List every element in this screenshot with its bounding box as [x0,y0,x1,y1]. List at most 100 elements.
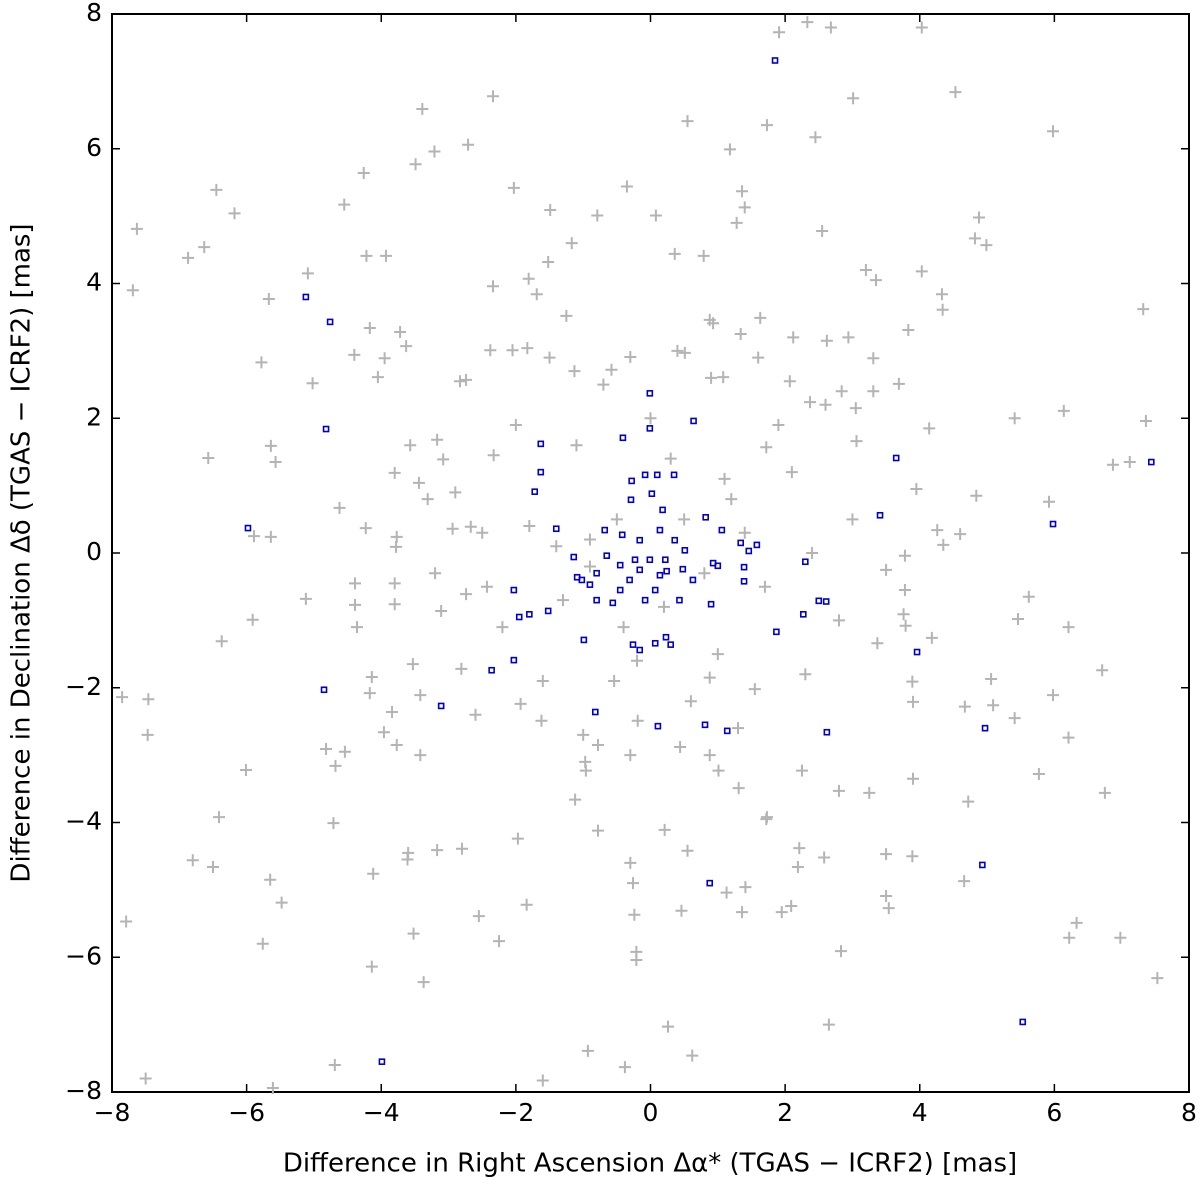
plus-point [1047,125,1060,138]
plus-point [412,476,425,489]
square-point [378,1058,386,1065]
plus-point [543,351,556,364]
square-point [822,598,830,605]
plus-point [378,352,391,365]
plus-point [804,396,817,409]
plus-point [536,675,549,688]
square-point [662,556,669,564]
plus-point [697,249,710,262]
plus-point [675,904,688,917]
plus-point [509,418,522,431]
plus-point [139,1072,152,1085]
x-tick-label: 6 [1046,1098,1062,1127]
plus-point [897,608,910,621]
square-point [578,576,586,584]
plus-point [754,311,767,324]
plus-point [880,563,893,576]
plot-frame [111,13,1190,1093]
plus-point [1008,412,1021,425]
square-point [609,599,617,607]
plus-point [931,524,944,537]
plus-point [644,412,657,425]
plus-point [591,739,604,752]
square-point [488,666,495,674]
plus-point [658,823,671,836]
square-point [619,434,627,442]
plus-point [915,265,928,278]
square-point [510,586,518,594]
plus-point [1098,786,1111,799]
plus-point [624,350,637,363]
plus-point [367,867,380,880]
plus-point [390,530,403,543]
plus-point [202,452,215,465]
plus-point [130,222,143,235]
square-point [979,861,986,869]
plus-point [486,280,499,293]
plus-point [892,377,905,390]
square-point [531,488,539,495]
plus-point [793,842,806,855]
axes: −8 −6 −4 −2 0 2 4 6 8 −8 −6 −4 −2 0 2 4 6 8 [65,0,1197,1127]
plus-point [120,915,133,928]
plus-point [703,671,716,684]
plus-point [970,489,983,502]
plus-point [348,598,361,611]
plus-point [186,854,199,867]
y-tick-label: −4 [65,807,102,836]
plus-point [818,851,831,864]
plus-point [630,945,643,958]
plus-point [624,749,637,762]
plus-point [363,687,376,700]
square-point [603,552,611,559]
plus-point [760,119,773,132]
plus-point [871,637,884,650]
plus-point [255,356,268,369]
plus-point [437,453,450,466]
plus-point [400,340,413,353]
square-point [913,648,921,656]
plus-point [327,817,340,830]
square-point [320,686,328,694]
plus-point [454,375,467,388]
plus-point [752,351,765,364]
plus-point [760,811,773,824]
x-tick-label: 4 [912,1098,928,1127]
plus-point [937,538,950,551]
square-point [702,513,709,521]
plus-point [739,881,752,894]
plus-point [583,533,596,546]
square-point [737,539,744,547]
plus-point [542,255,555,268]
plus-point [359,522,372,535]
plus-point [1139,414,1152,427]
plus-point [550,540,563,553]
plus-point [958,700,971,713]
square-point [1019,1018,1027,1026]
plus-point [256,937,269,950]
square-point [646,425,654,432]
plus-point [198,241,211,254]
plus-point [880,889,893,902]
plus-point [472,910,485,923]
plus-point [328,1059,341,1072]
plus-point [182,251,195,264]
plus-point [738,526,751,539]
plus-point [357,167,370,180]
plus-point [617,621,630,634]
plus-point [915,21,928,34]
x-tick-label: −6 [228,1098,265,1127]
square-point [641,596,649,604]
square-point [537,468,545,476]
plus-point [686,1049,699,1062]
x-tick-label: 0 [643,1098,659,1127]
square-point [580,636,588,644]
plus-point [401,853,414,866]
plus-point [306,377,319,390]
plus-point [514,697,527,710]
plus-point [907,695,920,708]
y-tick-label: −8 [65,1076,102,1105]
plus-point [455,662,468,675]
square-point [651,639,659,647]
